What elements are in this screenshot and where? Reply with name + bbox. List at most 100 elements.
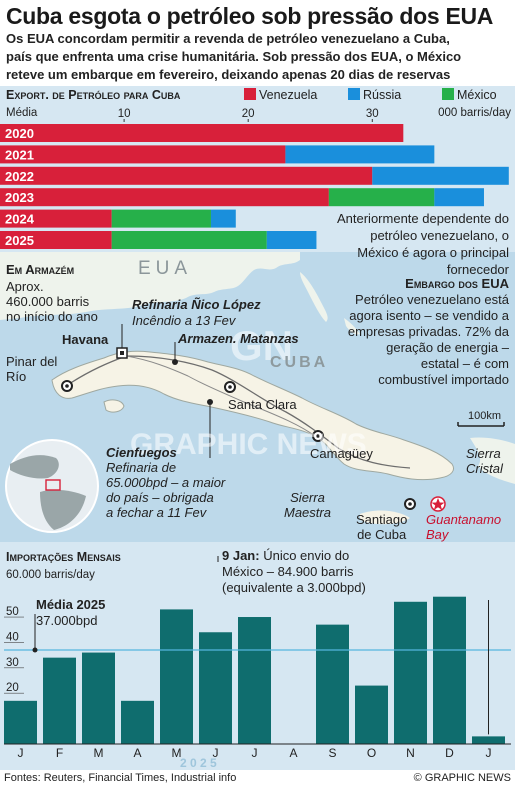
month-label: J [252, 746, 258, 760]
embargo-line: geração de energia – [386, 340, 509, 355]
exports-chart: 10 20 30 2020 2021 2022 2023 2024 2025 [0, 108, 509, 249]
category-label: 2021 [5, 147, 34, 162]
jan-note-text: Único envio do [263, 548, 350, 563]
storage-line: no início do ano [6, 309, 98, 324]
sierra-cristal-label: Sierra Cristal [466, 446, 503, 476]
storage-line: Aprox. [6, 279, 44, 294]
sources: Fontes: Reuters, Financial Times, Indust… [4, 772, 237, 784]
month-label: J [18, 746, 24, 760]
y-tick-label: 30 [6, 657, 19, 669]
y-tick-label: 50 [6, 606, 19, 618]
month-bar [238, 617, 271, 744]
us-label: EUA [138, 258, 193, 279]
pinar-label: Pinar del Río [6, 354, 57, 384]
bar-2023-venezuela [0, 188, 329, 207]
month-label: A [289, 746, 297, 760]
bahamas-island [344, 318, 360, 335]
mexico-note-line: petróleo venezuelano, o [370, 228, 509, 243]
legend-label-venezuela: Venezuela [259, 88, 318, 102]
bar-2021-rússia [285, 145, 435, 164]
month-bar [355, 685, 388, 744]
x-tick-label: 20 [242, 108, 255, 120]
legend-label-russia: Rússia [363, 88, 402, 102]
y-tick-label: 40 [6, 631, 19, 643]
santa-clara-marker-dot [228, 385, 232, 389]
month-label: O [367, 746, 376, 760]
sierra-maestra-line: Maestra [284, 505, 331, 520]
imports-chart-section: Importações Mensais 60.000 barris/day 20… [0, 542, 515, 770]
pinar-marker-dot [65, 384, 69, 388]
legend-label-mexico: México [457, 88, 497, 102]
watermark-logo: GN [230, 322, 293, 369]
mexico-note-line: fornecedor [446, 262, 509, 277]
bar-2020-venezuela [0, 124, 404, 142]
bar-2025-méxico [111, 231, 267, 249]
year-label: 2 0 2 5 [180, 756, 217, 770]
santiago-line: Santiago [356, 512, 408, 527]
legend-swatch-venezuela [244, 88, 256, 100]
storage-title: Em Armazém [6, 262, 75, 277]
month-bar [43, 657, 76, 744]
matanzas-label: Armazen. Matanzas [178, 331, 299, 346]
imports-unit-label: 60.000 barris/day [6, 569, 95, 581]
jan-note: 9 Jan: Único envio do México – 84.900 ba… [222, 548, 366, 596]
bar-2024-venezuela [0, 209, 112, 228]
bar-2024-rússia [210, 209, 236, 228]
guantanamo-star-icon [431, 498, 445, 510]
month-bar [316, 624, 349, 744]
bar-2022-rússia [372, 166, 509, 185]
month-bar [82, 652, 115, 744]
exports-chart-section: Export. de Petróleo para Cuba Venezuela … [0, 86, 515, 252]
subtitle-line-3: reteve um embarque em fevereiro, deixand… [6, 67, 451, 82]
scale-label: 100km [468, 410, 502, 422]
average-title: Média 2025 [36, 597, 106, 612]
jan-note-title: 9 Jan: [222, 548, 260, 563]
category-label: 2023 [5, 190, 34, 205]
pinar-line: Pinar del [6, 354, 58, 369]
footer: Fontes: Reuters, Financial Times, Indust… [0, 770, 515, 788]
embargo-text: Petróleo venezuelano está agora isento –… [348, 292, 509, 388]
havana-label: Havana [62, 332, 109, 347]
santiago-marker-dot [408, 502, 412, 506]
exports-unit-label: 000 barris/day [438, 107, 511, 119]
bar-2023-méxico [328, 188, 435, 207]
average-value: 37.000bpd [36, 613, 98, 628]
globe-land [10, 455, 59, 479]
santiago-line: de Cuba [357, 527, 407, 542]
watermark-text: GRAPHIC NEWS [130, 428, 367, 461]
bar-2025-rússia [266, 231, 317, 249]
page-title: Cuba esgota o petróleo sob pressão dos E… [6, 3, 494, 29]
storage-text: Aprox. 460.000 barris no início do ano [6, 279, 98, 324]
embargo-title: Embargo dos EUA [405, 276, 509, 291]
guantanamo-line: Bay [426, 527, 449, 542]
legend-venezuela: Venezuela [244, 88, 317, 102]
globe-locator-box [45, 479, 61, 491]
legend-swatch-mexico [442, 88, 454, 100]
bar-2025-venezuela [0, 231, 112, 249]
haiti-landmass [470, 437, 515, 484]
legend-swatch-russia [348, 88, 360, 100]
cienfuegos-line: 65.000bpd – a maior [106, 475, 226, 490]
storage-line: 460.000 barris [6, 294, 90, 309]
guantanamo-label: Guantanamo Bay [426, 512, 501, 542]
imports-chart: 20 30 40 50 J F M A M J J A S O N D J [4, 556, 511, 760]
y-tick-label: 20 [6, 682, 19, 694]
month-bar [4, 700, 37, 744]
matanzas-marker [172, 359, 178, 365]
sierra-maestra-line: Sierra [290, 490, 325, 505]
jan-note-text: México – 84.900 barris [222, 564, 354, 579]
month-bar [160, 609, 193, 744]
month-bar [394, 601, 427, 744]
month-label: M [172, 746, 182, 760]
month-bar [472, 736, 505, 744]
bar-2023-rússia [434, 188, 484, 207]
exports-axis-label: Média [6, 107, 38, 119]
category-label: 2020 [5, 126, 34, 141]
cienfuegos-line: do país – obrigada [106, 490, 214, 505]
cienfuegos-title: Cienfuegos [106, 445, 177, 460]
month-bar [199, 632, 232, 744]
legend-mexico: México [442, 88, 497, 102]
refinery-title: Refinaria Ñico López [132, 297, 261, 312]
embargo-line: Petróleo venezuelano está [355, 292, 509, 307]
month-label: J [486, 746, 492, 760]
